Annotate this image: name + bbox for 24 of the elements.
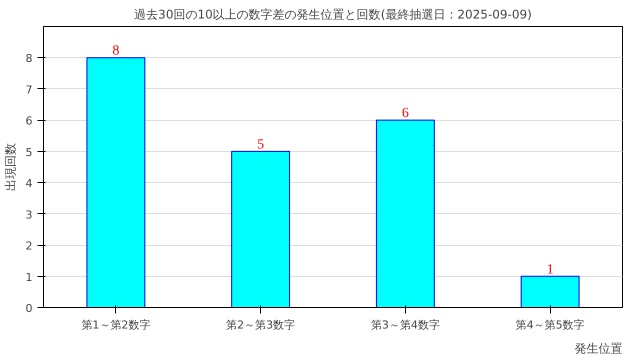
x-axis-title: 発生位置 [574, 342, 622, 356]
data-label: 6 [402, 106, 409, 122]
y-tick-label: 5 [26, 146, 32, 159]
bar [376, 120, 435, 308]
bar [231, 150, 290, 308]
x-tick-label: 第2～第3数字 [226, 318, 296, 332]
bar [520, 276, 580, 308]
x-tick-label: 第1～第2数字 [81, 318, 150, 332]
y-tick-label: 8 [26, 52, 32, 66]
y-tick-label: 4 [26, 177, 32, 190]
x-tick-label: 第4～第5数字 [516, 318, 585, 332]
y-tick-label: 3 [26, 208, 32, 222]
x-tick-label: 第3～第4数字 [370, 318, 440, 332]
y-tick-label: 1 [26, 270, 32, 284]
y-tick-label: 0 [26, 302, 32, 315]
chart-title: 過去30回の10以上の数字差の発生位置と回数(最終抽選日：2025-09-09) [134, 8, 532, 22]
y-tick-label: 2 [26, 240, 32, 253]
data-label: 8 [112, 44, 120, 59]
data-label: 1 [546, 262, 554, 278]
data-label: 5 [257, 137, 264, 152]
y-tick-label: 6 [26, 114, 32, 128]
bar [86, 57, 146, 308]
y-axis-title: 出現回数 [4, 143, 18, 191]
y-tick-label: 7 [26, 83, 32, 96]
